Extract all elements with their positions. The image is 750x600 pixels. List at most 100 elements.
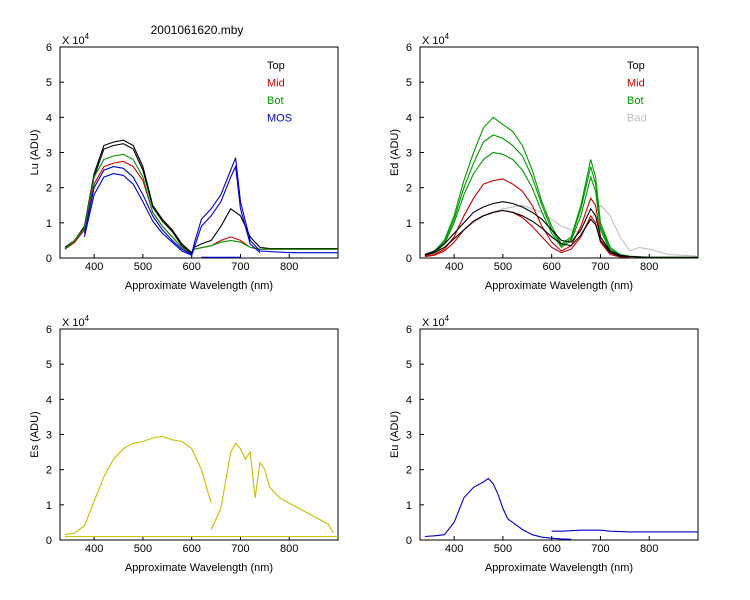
x-axis-label: Approximate Wavelength (nm)	[485, 280, 633, 292]
legend-top: Top	[627, 60, 645, 72]
series-line-mid	[64, 160, 338, 256]
y-tick-label: 2	[46, 465, 52, 477]
x-tick-label: 500	[134, 543, 152, 555]
x-tick-label: 600	[543, 543, 561, 555]
series-line-mos	[83, 164, 261, 256]
x-tick-label: 500	[494, 261, 512, 273]
x-tick-label: 400	[85, 543, 103, 555]
x-axis-label: Approximate Wavelength (nm)	[485, 562, 633, 574]
y-multiplier: X 104	[422, 32, 450, 47]
legend-bad: Bad	[627, 113, 647, 125]
y-tick-label: 1	[46, 500, 52, 512]
y-tick-label: 6	[46, 324, 52, 336]
plot-frame	[419, 328, 699, 541]
x-tick-label: 500	[134, 261, 152, 273]
series-line-bot	[424, 151, 630, 258]
series-line-mid	[424, 178, 630, 258]
plot-frame	[59, 328, 339, 541]
y-multiplier-exp: 4	[85, 32, 90, 41]
y-axis-label: Eu (ADU)	[389, 411, 401, 458]
y-tick-label: 2	[406, 183, 412, 195]
legend-mid: Mid	[627, 78, 645, 90]
y-multiplier-base: X 10	[62, 317, 85, 329]
x-axis-label: Approximate Wavelength (nm)	[125, 280, 273, 292]
y-tick-label: 6	[406, 324, 412, 336]
y-tick-label: 1	[406, 218, 412, 230]
x-tick-label: 500	[494, 543, 512, 555]
x-tick-label: 600	[183, 261, 201, 273]
y-tick-label: 1	[406, 500, 412, 512]
x-tick-label: 800	[280, 261, 298, 273]
y-tick-label: 4	[406, 394, 412, 406]
y-tick-label: 0	[46, 253, 52, 265]
y-axis-label: Lu (ADU)	[29, 130, 41, 176]
x-tick-label: 700	[231, 543, 249, 555]
y-multiplier: X 104	[422, 314, 450, 329]
legend-mos: MOS	[267, 113, 292, 125]
y-tick-label: 0	[46, 535, 52, 547]
y-tick-label: 2	[406, 465, 412, 477]
y-tick-label: 1	[46, 218, 52, 230]
x-tick-label: 800	[640, 543, 658, 555]
x-tick-label: 400	[445, 261, 463, 273]
y-multiplier-exp: 4	[445, 32, 450, 41]
series-group	[424, 116, 698, 258]
x-tick-label: 700	[231, 261, 249, 273]
y-tick-label: 4	[46, 112, 52, 124]
y-tick-label: 3	[406, 430, 412, 442]
figure-title: 2001061620.mby	[151, 23, 244, 37]
plot-frame	[419, 46, 699, 259]
y-tick-label: 3	[406, 148, 412, 160]
series-group	[64, 435, 338, 538]
y-multiplier-exp: 4	[445, 314, 450, 323]
series-line-bot	[64, 153, 338, 256]
y-axis-label: Es (ADU)	[29, 411, 41, 457]
legend-bot: Bot	[627, 95, 644, 107]
x-tick-label: 700	[591, 543, 609, 555]
y-tick-label: 3	[46, 148, 52, 160]
y-axis-label: Ed (ADU)	[389, 129, 401, 176]
legend-bot: Bot	[267, 95, 284, 107]
series-line-es	[210, 442, 334, 534]
legend-mid: Mid	[267, 78, 285, 90]
y-tick-label: 2	[46, 183, 52, 195]
x-tick-label: 800	[640, 261, 658, 273]
y-tick-label: 4	[46, 394, 52, 406]
x-tick-label: 600	[543, 261, 561, 273]
y-multiplier-exp: 4	[85, 314, 90, 323]
y-tick-label: 6	[46, 42, 52, 54]
y-tick-label: 5	[46, 359, 52, 371]
y-multiplier-base: X 10	[422, 317, 445, 329]
y-tick-label: 6	[406, 42, 412, 54]
y-tick-label: 5	[406, 77, 412, 89]
x-tick-label: 400	[445, 543, 463, 555]
y-tick-label: 3	[46, 430, 52, 442]
x-tick-label: 700	[591, 261, 609, 273]
x-axis-label: Approximate Wavelength (nm)	[125, 562, 273, 574]
series-line-top	[64, 139, 338, 254]
y-tick-label: 0	[406, 253, 412, 265]
y-tick-label: 4	[406, 112, 412, 124]
y-tick-label: 5	[406, 359, 412, 371]
series-line-bot	[424, 134, 630, 258]
series-line-eu	[424, 477, 572, 540]
series-line-es	[64, 435, 212, 536]
x-tick-label: 400	[85, 261, 103, 273]
y-multiplier-base: X 10	[62, 35, 85, 47]
series-line-top	[424, 201, 698, 258]
y-tick-label: 5	[46, 77, 52, 89]
y-multiplier: X 104	[62, 32, 90, 47]
y-multiplier: X 104	[62, 314, 90, 329]
series-group	[424, 477, 698, 540]
x-tick-label: 600	[183, 543, 201, 555]
y-multiplier-base: X 10	[422, 35, 445, 47]
legend-top: Top	[267, 60, 285, 72]
series-line-eu	[551, 529, 698, 533]
x-tick-label: 800	[280, 543, 298, 555]
series-group	[64, 139, 338, 258]
